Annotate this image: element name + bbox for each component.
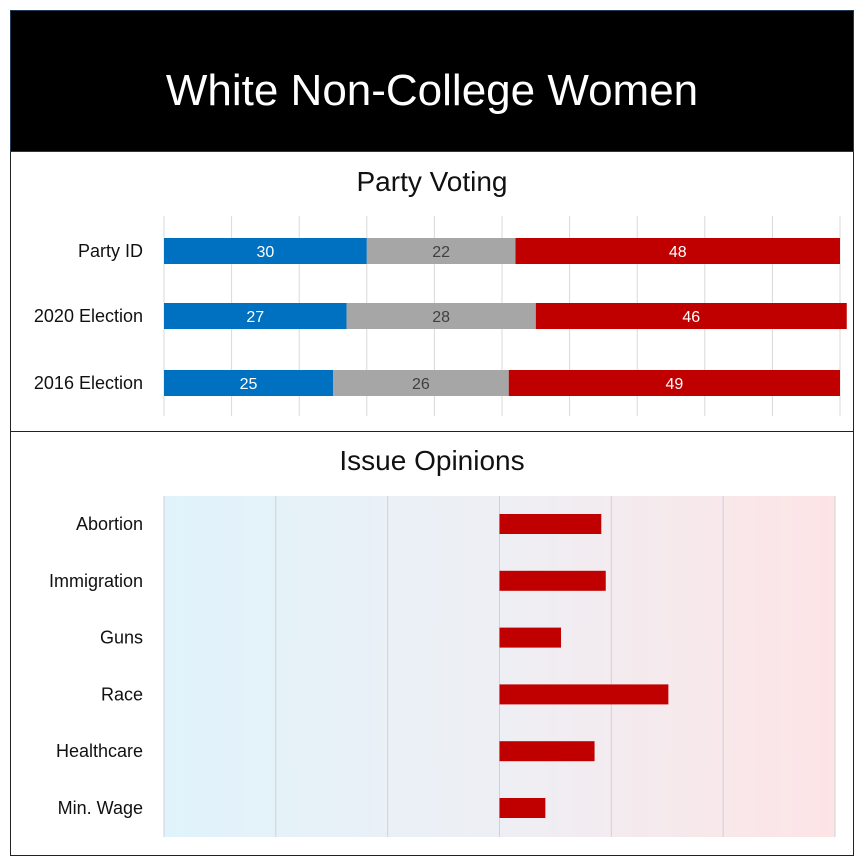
category-label: Party ID <box>78 241 143 261</box>
bar <box>499 570 606 591</box>
category-label: Healthcare <box>56 741 143 761</box>
bar <box>499 627 562 648</box>
data-label: 28 <box>432 309 450 326</box>
bar-segment <box>366 238 516 264</box>
bar <box>499 741 595 762</box>
bar <box>499 684 669 705</box>
category-label: Immigration <box>49 571 143 591</box>
bar-segment <box>535 303 847 329</box>
bar-segment <box>346 303 536 329</box>
page-title: White Non-College Women <box>165 66 699 115</box>
data-label: 30 <box>257 244 275 261</box>
category-label: 2016 Election <box>34 373 143 393</box>
header-banner: White Non-College Women <box>10 10 854 152</box>
data-label: 49 <box>665 376 683 393</box>
category-label: Guns <box>100 628 143 648</box>
bar-segment <box>164 238 367 264</box>
data-label: 25 <box>240 376 258 393</box>
bar-segment <box>164 370 333 396</box>
bar <box>499 514 602 534</box>
bar-segment <box>515 238 840 264</box>
bar-segment <box>164 303 347 329</box>
issue-opinions-title: Issue Opinions <box>339 445 525 476</box>
category-label: Race <box>101 684 143 704</box>
category-label: Abortion <box>76 514 143 534</box>
bar-segment <box>333 370 509 396</box>
category-label: Min. Wage <box>58 798 143 818</box>
party-voting-title: Party Voting <box>356 166 508 197</box>
data-label: 26 <box>412 376 430 393</box>
data-label: 27 <box>246 309 264 326</box>
data-label: 48 <box>669 244 687 261</box>
data-label: 22 <box>432 244 450 261</box>
bar-segment <box>508 370 840 396</box>
section-divider <box>10 431 854 432</box>
category-label: 2020 Election <box>34 306 143 326</box>
data-label: 46 <box>682 309 700 326</box>
bar <box>499 798 546 818</box>
